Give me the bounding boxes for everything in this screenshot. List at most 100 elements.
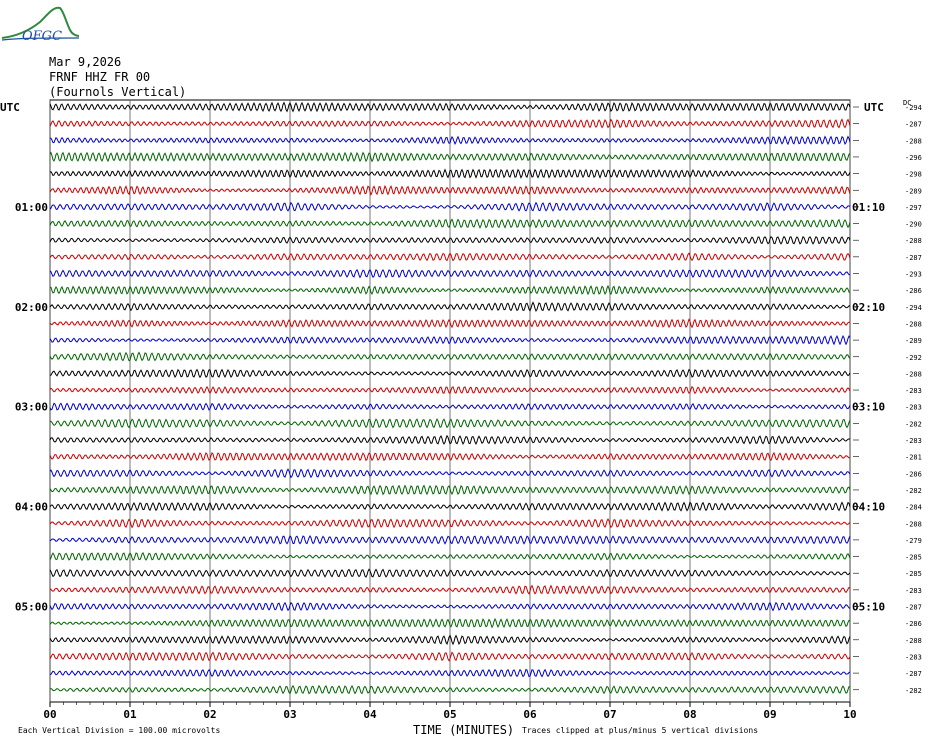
x-axis-title: TIME (MINUTES) <box>413 723 514 737</box>
left-hour-label: 05:00 <box>15 601 48 614</box>
right-hour-label: 05:10 <box>852 601 885 614</box>
left-utc-label: UTC <box>0 101 20 114</box>
x-tick-label: 02 <box>203 708 216 721</box>
x-tick-label: 00 <box>43 708 56 721</box>
x-tick-label: 10 <box>843 708 856 721</box>
dc-label: DC <box>903 99 911 107</box>
seismic-trace <box>49 335 851 346</box>
logo-text: OFGC <box>22 29 62 44</box>
dc-offset-label: -288 <box>905 137 922 145</box>
ofgc-logo: OFGC <box>1 6 80 44</box>
seismic-trace <box>49 184 851 196</box>
dc-offset-label: -298 <box>905 171 922 179</box>
dc-offset-label: -297 <box>905 204 922 212</box>
right-hour-label: 03:10 <box>852 401 885 414</box>
right-hour-label: 04:10 <box>852 501 885 514</box>
chart-grid <box>49 99 859 707</box>
x-tick-label: 05 <box>443 708 456 721</box>
x-tick-label: 04 <box>363 708 377 721</box>
seismic-trace <box>49 402 851 411</box>
seismic-trace <box>49 351 851 362</box>
x-tick-label: 09 <box>763 708 776 721</box>
x-tick-label: 06 <box>523 708 537 721</box>
dc-offset-label: -294 <box>905 104 922 112</box>
seismic-trace <box>49 284 851 296</box>
seismic-trace <box>49 451 851 462</box>
clip-note: Traces clipped at plus/minus 5 vertical … <box>522 726 758 735</box>
header-station: FRNF HHZ FR 00 <box>49 70 151 84</box>
seismic-trace <box>49 368 851 379</box>
dc-offset-label: -283 <box>905 387 922 395</box>
seismic-trace <box>49 101 851 113</box>
seismic-trace <box>49 601 851 612</box>
seismic-trace <box>49 135 851 146</box>
seismic-trace <box>49 201 851 212</box>
seismic-trace <box>49 385 851 395</box>
dc-offset-label: -288 <box>905 520 922 528</box>
x-tick-label: 03 <box>283 708 296 721</box>
right-utc-label: UTC <box>864 101 884 114</box>
seismic-trace <box>49 235 851 245</box>
seismic-trace <box>49 634 851 646</box>
dc-offset-label: -283 <box>905 653 922 661</box>
dc-offset-label: -282 <box>905 420 922 428</box>
dc-offset-label: -289 <box>905 187 922 195</box>
seismic-trace <box>49 418 851 429</box>
seismic-trace <box>49 534 851 545</box>
dc-offset-label: -281 <box>905 454 922 462</box>
dc-offset-label: -285 <box>905 570 922 578</box>
x-tick-label: 08 <box>683 708 696 721</box>
seismic-trace <box>49 617 851 629</box>
seismic-trace <box>49 468 851 479</box>
chart-labels: 00 01 02 03 04 05 06 07 08 09 10 -294 -287 -288 -296 -2… <box>15 104 922 721</box>
seismic-trace <box>49 517 851 529</box>
dc-offset-label: -282 <box>905 487 922 495</box>
dc-offset-label: -287 <box>905 254 922 262</box>
dc-offset-label: -283 <box>905 587 922 595</box>
seismic-trace <box>49 684 851 695</box>
seismic-trace <box>49 434 851 445</box>
dc-offset-label: -288 <box>905 237 922 245</box>
left-hour-label: 02:00 <box>15 301 48 314</box>
dc-offset-label: -279 <box>905 537 922 545</box>
dc-offset-label: -296 <box>905 154 922 162</box>
seismic-trace <box>49 118 851 129</box>
seismic-trace <box>49 651 851 662</box>
dc-offset-label: -284 <box>905 504 922 512</box>
seismic-trace <box>49 668 851 678</box>
dc-offset-label: -289 <box>905 337 922 345</box>
dc-offset-label: -288 <box>905 637 922 645</box>
seismic-trace <box>49 584 851 595</box>
dc-offset-label: -286 <box>905 620 922 628</box>
x-tick-label: 07 <box>603 708 616 721</box>
seismic-trace <box>49 318 851 329</box>
right-hour-label: 01:10 <box>852 201 885 214</box>
dc-offset-label: -286 <box>905 287 922 295</box>
seismic-trace <box>49 484 851 496</box>
dc-offset-label: -293 <box>905 271 922 279</box>
seismic-trace <box>49 551 851 562</box>
x-tick-label: 01 <box>123 708 137 721</box>
seismic-trace <box>49 568 851 578</box>
dc-offset-label: -294 <box>905 304 922 312</box>
dc-offset-label: -288 <box>905 320 922 328</box>
dc-offset-label: -286 <box>905 470 922 478</box>
dc-offset-label: -290 <box>905 221 922 229</box>
dc-offset-label: -283 <box>905 437 922 445</box>
dc-offset-label: -282 <box>905 687 922 695</box>
dc-offset-label: -292 <box>905 354 922 362</box>
dc-offset-label: -287 <box>905 604 922 612</box>
dc-offset-label: -287 <box>905 121 922 129</box>
right-hour-label: 02:10 <box>852 301 885 314</box>
dc-offset-label: -287 <box>905 670 922 678</box>
dc-offset-label: -288 <box>905 370 922 378</box>
seismic-trace <box>49 268 850 279</box>
dc-offset-label: -285 <box>905 554 922 562</box>
seismic-trace <box>49 168 851 179</box>
seismic-trace <box>49 151 851 163</box>
left-hour-label: 01:00 <box>15 201 48 214</box>
scale-note: Each Vertical Division = 100.00 microvol… <box>18 726 220 735</box>
header-date: Mar 9,2026 <box>49 55 122 69</box>
seismic-trace <box>49 301 851 312</box>
